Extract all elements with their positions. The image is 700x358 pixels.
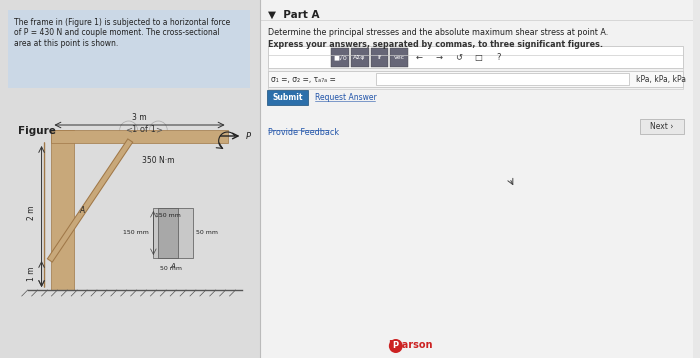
Text: 150 mm: 150 mm — [122, 231, 148, 236]
Text: kPa, kPa, kPa: kPa, kPa, kPa — [636, 74, 686, 83]
Text: Next ›: Next › — [650, 122, 673, 131]
Text: Provide Feedback: Provide Feedback — [267, 128, 339, 137]
FancyBboxPatch shape — [8, 10, 250, 88]
Text: vec: vec — [393, 55, 405, 60]
FancyBboxPatch shape — [52, 130, 74, 290]
Text: □: □ — [475, 53, 482, 62]
Text: 1 m: 1 m — [27, 267, 36, 281]
Text: 2 m: 2 m — [27, 206, 36, 220]
FancyBboxPatch shape — [351, 48, 369, 67]
FancyBboxPatch shape — [640, 119, 684, 134]
Text: ?: ? — [496, 53, 500, 62]
FancyBboxPatch shape — [52, 130, 228, 143]
Text: P: P — [246, 131, 251, 140]
FancyBboxPatch shape — [267, 46, 683, 68]
Text: A: A — [171, 263, 176, 269]
Circle shape — [389, 339, 402, 353]
Text: 3 m: 3 m — [132, 113, 147, 122]
Text: σ₁ =, σ₂ =, τₐ₇ₐ =: σ₁ =, σ₂ =, τₐ₇ₐ = — [271, 74, 335, 83]
FancyBboxPatch shape — [158, 208, 178, 258]
FancyBboxPatch shape — [331, 48, 349, 67]
Circle shape — [120, 121, 137, 139]
Text: If: If — [377, 55, 382, 60]
Text: 1 of 1: 1 of 1 — [132, 125, 155, 134]
Text: 150 mm: 150 mm — [155, 213, 181, 218]
FancyBboxPatch shape — [391, 48, 408, 67]
FancyBboxPatch shape — [0, 0, 260, 358]
FancyBboxPatch shape — [370, 48, 388, 67]
Text: >: > — [155, 125, 162, 134]
Text: ▼  Part A: ▼ Part A — [267, 10, 319, 20]
FancyBboxPatch shape — [267, 90, 308, 105]
Text: Submit: Submit — [272, 93, 302, 102]
Text: Pearson: Pearson — [389, 340, 433, 350]
FancyBboxPatch shape — [153, 208, 193, 258]
Circle shape — [149, 121, 167, 139]
Text: AΣφ: AΣφ — [354, 55, 366, 60]
Text: 350 N·m: 350 N·m — [142, 156, 174, 165]
FancyBboxPatch shape — [377, 73, 629, 85]
FancyBboxPatch shape — [260, 0, 692, 358]
Text: P: P — [393, 342, 399, 350]
FancyBboxPatch shape — [267, 71, 683, 87]
Text: 50 mm: 50 mm — [160, 266, 182, 271]
Text: Request Answer: Request Answer — [315, 93, 377, 102]
Text: <: < — [125, 125, 132, 134]
Text: Determine the principal stresses and the absolute maximum shear stress at point : Determine the principal stresses and the… — [267, 28, 608, 37]
Text: 50 mm: 50 mm — [196, 231, 218, 236]
Text: ↺: ↺ — [455, 53, 462, 62]
Text: →: → — [435, 53, 442, 62]
Text: ←: ← — [416, 53, 423, 62]
Text: A: A — [79, 205, 85, 214]
Text: The frame in (Figure 1) is subjected to a horizontal force
of P = 430 N and coup: The frame in (Figure 1) is subjected to … — [14, 18, 230, 48]
Text: Express your answers, separated by commas, to three significant figures.: Express your answers, separated by comma… — [267, 40, 603, 49]
Text: ■√0: ■√0 — [333, 55, 346, 60]
Text: Figure: Figure — [18, 126, 56, 136]
